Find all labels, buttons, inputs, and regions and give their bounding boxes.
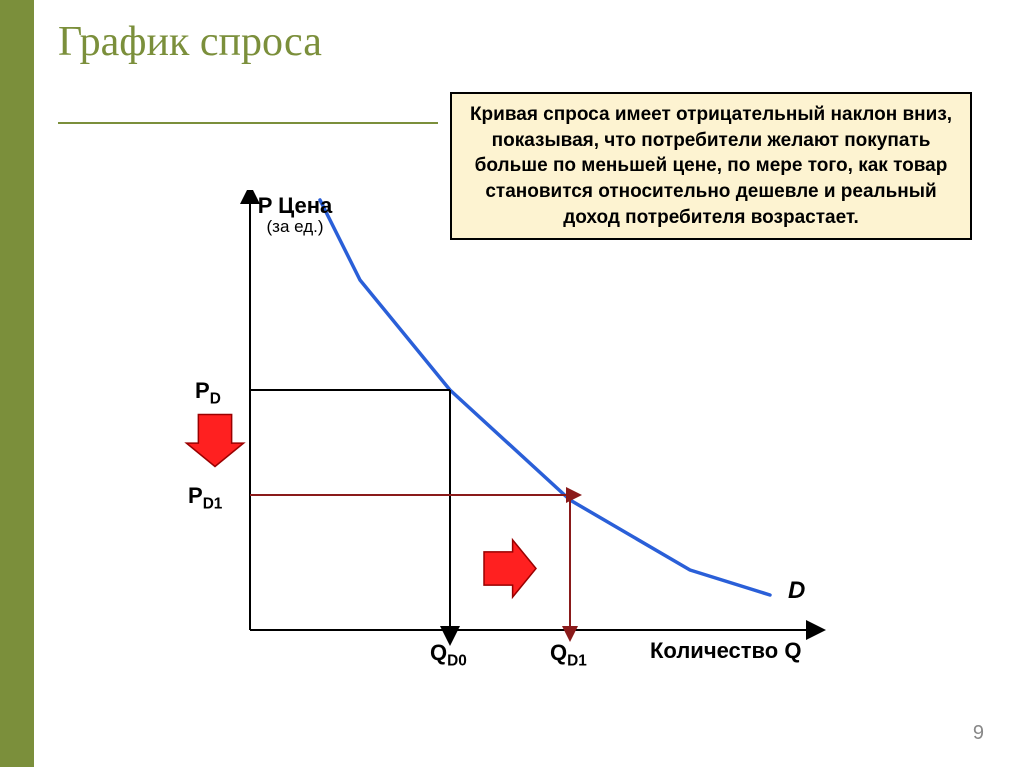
label-qd1: QD1 [550,640,587,670]
demand-chart: P Цена (за ед.) PD PD1 QD0 QD1 D Количес… [170,190,890,680]
slide-title: График спроса [58,18,322,66]
title-underline [58,122,438,124]
curve-label-d: D [788,577,805,605]
label-qd0: QD0 [430,640,467,670]
label-pd1: PD1 [188,483,222,513]
page-number: 9 [973,722,984,745]
chart-svg [170,190,890,680]
slide-accent-bar [0,0,34,767]
y-axis-title: P Цена (за ед.) [240,194,350,237]
label-pd: PD [195,378,221,408]
x-axis-title: Количество Q [650,638,801,664]
